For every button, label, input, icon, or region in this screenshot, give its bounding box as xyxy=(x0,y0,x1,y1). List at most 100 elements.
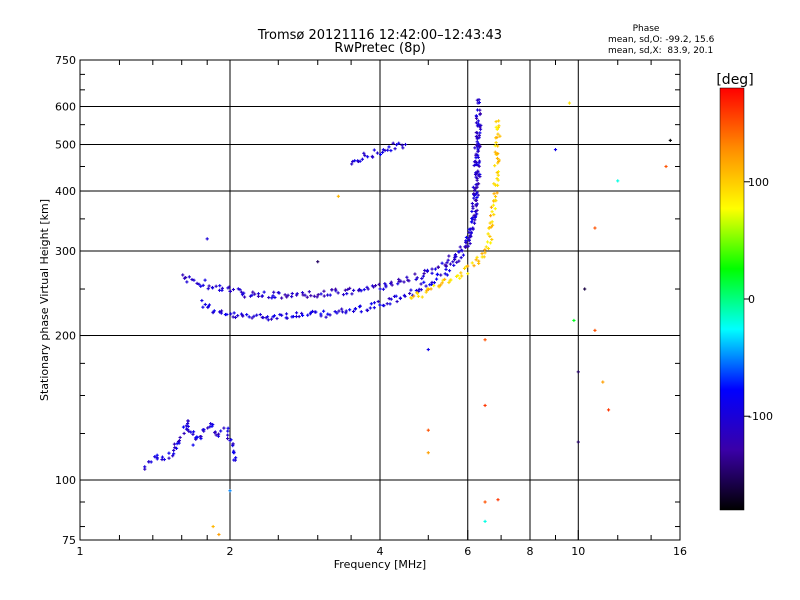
trace-point xyxy=(328,313,332,317)
scatter-point xyxy=(576,440,580,444)
trace-point xyxy=(192,278,196,282)
scatter-point xyxy=(211,524,215,529)
trace-point xyxy=(424,290,428,294)
trace-point xyxy=(239,290,244,294)
trace-point xyxy=(474,121,479,125)
trace-point xyxy=(173,445,177,450)
trace-point xyxy=(172,448,176,452)
scatter-point xyxy=(616,179,620,183)
trace-point xyxy=(198,435,202,439)
trace-point xyxy=(458,245,462,249)
trace-point xyxy=(195,281,199,285)
scatter-point xyxy=(553,147,558,152)
chart-title: Tromsø 20121116 12:42:00–12:43:43 xyxy=(257,28,502,43)
trace-point xyxy=(360,157,365,161)
trace-point xyxy=(306,313,310,317)
trace-point xyxy=(252,314,256,318)
trace-point xyxy=(314,310,318,314)
trace-point xyxy=(333,287,338,291)
scatter-point xyxy=(583,287,587,291)
trace-point xyxy=(307,290,311,294)
grid-lines xyxy=(80,60,680,540)
trace-point xyxy=(371,155,375,159)
trace-point xyxy=(284,312,289,316)
trace-point xyxy=(315,295,319,299)
trace-point xyxy=(429,287,433,291)
trace-point xyxy=(459,256,463,260)
trace-point xyxy=(155,457,159,461)
trace-point xyxy=(443,272,447,276)
trace-point xyxy=(494,119,498,124)
scatter-point xyxy=(664,164,668,169)
trace-point xyxy=(256,294,261,298)
trace-point xyxy=(172,442,177,446)
phase-box-title: Phase xyxy=(633,24,660,34)
trace-point xyxy=(496,132,500,136)
trace-point xyxy=(447,254,451,258)
trace-point xyxy=(445,273,449,277)
trace-point xyxy=(210,424,214,428)
trace-point xyxy=(184,275,188,280)
trace-point xyxy=(393,147,397,151)
trace-point xyxy=(415,291,420,295)
trace-point xyxy=(226,433,230,437)
trace-point xyxy=(191,432,195,436)
trace-point xyxy=(333,309,337,314)
scatter-point xyxy=(483,519,487,523)
trace-point xyxy=(496,151,500,156)
trace-point xyxy=(389,297,393,301)
trace-point xyxy=(214,433,218,437)
trace-point xyxy=(447,269,452,273)
trace-point xyxy=(402,280,406,284)
trace-point xyxy=(492,212,496,217)
scatter-point xyxy=(593,328,597,332)
trace-point xyxy=(474,258,478,262)
trace-point xyxy=(474,175,478,179)
trace-point xyxy=(167,451,171,455)
trace-point xyxy=(466,272,470,276)
trace-point xyxy=(340,307,344,311)
trace-point xyxy=(351,288,356,292)
trace-point xyxy=(439,283,443,287)
trace-point xyxy=(489,205,494,209)
trace-point xyxy=(181,425,186,429)
trace-point xyxy=(385,302,389,306)
trace-point xyxy=(217,310,222,314)
trace-point xyxy=(240,313,245,317)
trace-point xyxy=(262,290,266,294)
trace-point xyxy=(381,303,385,308)
data-points xyxy=(143,98,672,537)
trace-point xyxy=(475,140,479,144)
trace-point xyxy=(422,271,426,276)
trace-point xyxy=(368,306,372,310)
trace-point xyxy=(269,317,274,321)
trace-point xyxy=(300,291,305,295)
trace-point xyxy=(203,278,207,282)
trace-point xyxy=(451,260,455,264)
trace-point xyxy=(265,315,270,319)
trace-point xyxy=(443,277,447,281)
trace-point xyxy=(397,141,401,145)
trace-point xyxy=(477,261,481,266)
trace-point xyxy=(440,261,444,265)
trace-point xyxy=(459,248,464,252)
trace-point xyxy=(381,148,385,152)
trace-point xyxy=(490,210,494,214)
trace-point xyxy=(476,142,481,146)
trace-point xyxy=(475,185,479,189)
trace-point xyxy=(446,258,450,262)
trace-point xyxy=(266,318,270,322)
scatter-point xyxy=(316,260,320,264)
trace-point xyxy=(439,273,443,277)
trace-point xyxy=(175,442,179,446)
trace-point xyxy=(491,203,496,207)
trace-point xyxy=(433,267,438,271)
trace-point xyxy=(191,443,195,447)
trace-point xyxy=(380,150,385,154)
trace-point xyxy=(250,316,254,320)
trace-point xyxy=(373,283,378,288)
trace-point xyxy=(457,259,461,263)
trace-point xyxy=(460,274,464,278)
trace-point xyxy=(143,465,147,469)
trace-point xyxy=(493,198,497,202)
